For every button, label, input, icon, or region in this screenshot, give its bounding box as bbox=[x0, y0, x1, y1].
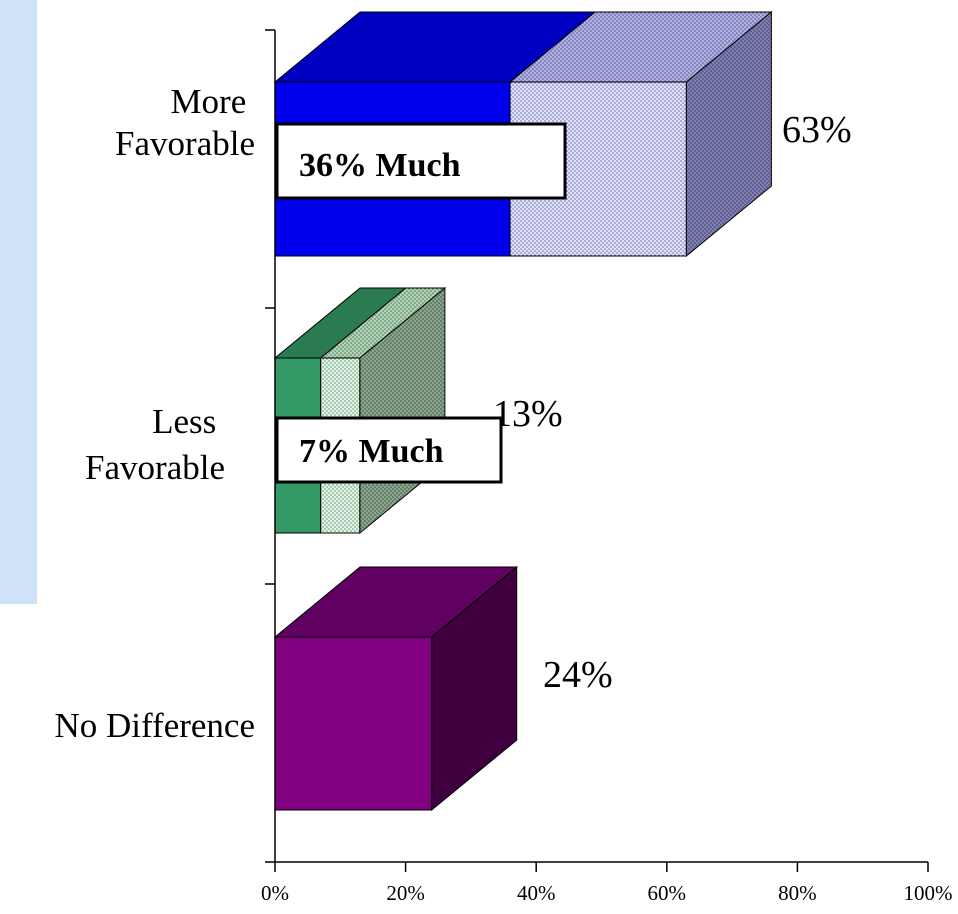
bar-side-no-difference bbox=[431, 565, 518, 812]
category-label-more-favorable: More Favorable bbox=[115, 82, 255, 163]
total-label-no-difference: 24% bbox=[543, 654, 613, 696]
bars bbox=[273, 10, 773, 812]
category-label-less-line2: Favorable bbox=[85, 448, 225, 487]
total-label-less-favorable: 13% bbox=[493, 393, 563, 435]
x-ticks: 0% 20% 40% 60% 80% 100% bbox=[261, 862, 953, 905]
category-label-no-difference: No Difference bbox=[55, 706, 256, 745]
much-label-more-favorable: 36% Much bbox=[299, 147, 461, 184]
total-label-more-favorable: 63% bbox=[782, 109, 852, 151]
x-tick-label-3: 60% bbox=[648, 881, 687, 905]
category-label-less-line1: Less bbox=[152, 402, 216, 441]
category-label-less-favorable: Less Favorable bbox=[85, 402, 225, 487]
bar-no-difference-much bbox=[274, 636, 433, 811]
side-panel bbox=[0, 0, 37, 604]
x-tick-label-4: 80% bbox=[778, 881, 817, 905]
x-tick-label-0: 0% bbox=[261, 881, 289, 905]
category-label-more-line1: More bbox=[170, 82, 246, 121]
x-tick-label-5: 100% bbox=[904, 881, 953, 905]
x-tick-label-1: 20% bbox=[386, 881, 425, 905]
much-box-more-favorable: 36% Much bbox=[275, 122, 567, 200]
bar-side-more-favorable bbox=[685, 10, 772, 258]
x-tick-label-2: 40% bbox=[517, 881, 556, 905]
much-box-less-favorable: 7% Much bbox=[275, 416, 503, 484]
y-ticks bbox=[265, 29, 275, 863]
much-label-less-favorable: 7% Much bbox=[299, 433, 444, 470]
category-label-more-line2: Favorable bbox=[115, 124, 255, 163]
